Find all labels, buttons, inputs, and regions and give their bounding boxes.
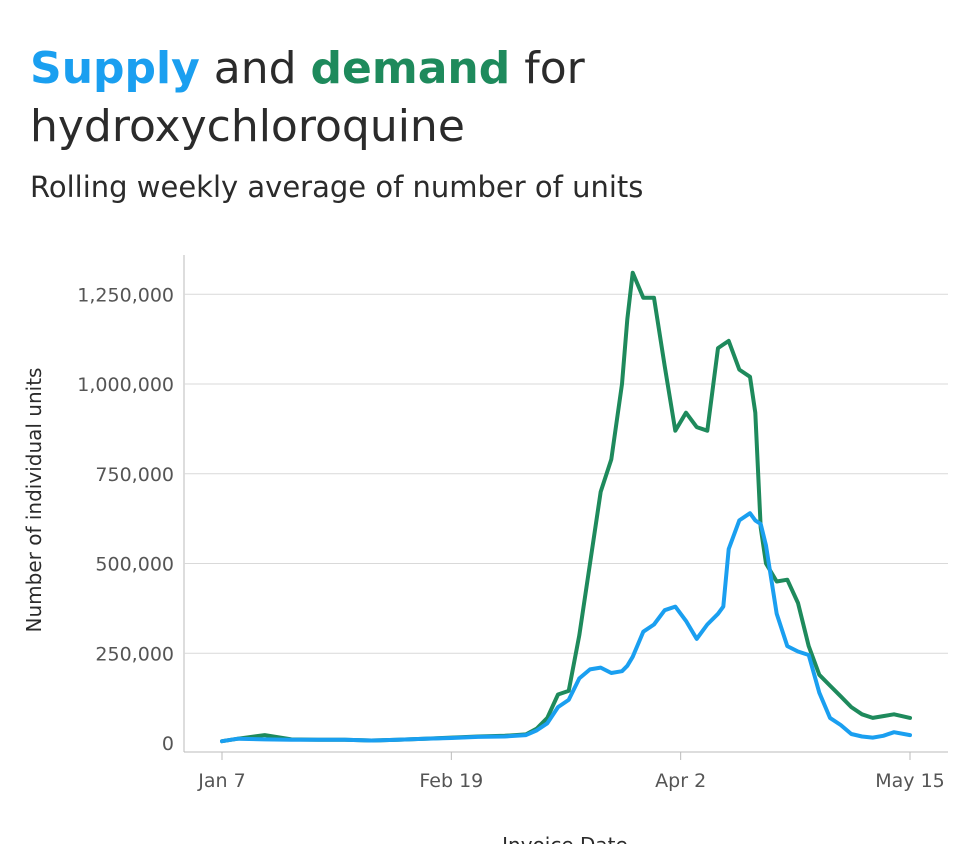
y-tick-label: 500,000 bbox=[95, 554, 174, 576]
title-line2: hydroxychloroquine bbox=[30, 101, 465, 152]
y-tick-label: 1,250,000 bbox=[77, 284, 174, 306]
y-tick-labels: 0 250,000 500,000 750,000 1,000,000 1,250,000 bbox=[77, 284, 174, 755]
title-and-word: and bbox=[199, 43, 311, 94]
title-demand-word: demand bbox=[310, 43, 511, 94]
x-tick-labels: Jan 7 Feb 19 Apr 2 May 15 bbox=[197, 752, 945, 792]
x-tick-label: Jan 7 bbox=[197, 770, 245, 792]
title-supply-word: Supply bbox=[30, 43, 200, 94]
x-tick-label: May 15 bbox=[875, 770, 945, 792]
series-line-supply bbox=[220, 511, 912, 744]
gridlines bbox=[183, 255, 948, 753]
x-tick-label: Feb 19 bbox=[419, 770, 483, 792]
series-line-demand bbox=[220, 270, 912, 744]
chart-subtitle: Rolling weekly average of number of unit… bbox=[30, 170, 644, 204]
y-tick-label: 0 bbox=[162, 733, 174, 755]
series-lines bbox=[220, 270, 912, 744]
y-tick-label: 1,000,000 bbox=[77, 374, 174, 396]
y-tick-label: 750,000 bbox=[95, 464, 174, 486]
title-for-word: for bbox=[510, 43, 585, 94]
y-tick-label: 250,000 bbox=[95, 643, 174, 665]
x-tick-label: Apr 2 bbox=[655, 770, 706, 792]
y-axis-label: Number of individual units bbox=[22, 368, 46, 633]
chart-title: Supply and demand for hydroxychloroquine bbox=[30, 40, 930, 156]
x-axis-label: Invoice Date bbox=[502, 833, 628, 844]
